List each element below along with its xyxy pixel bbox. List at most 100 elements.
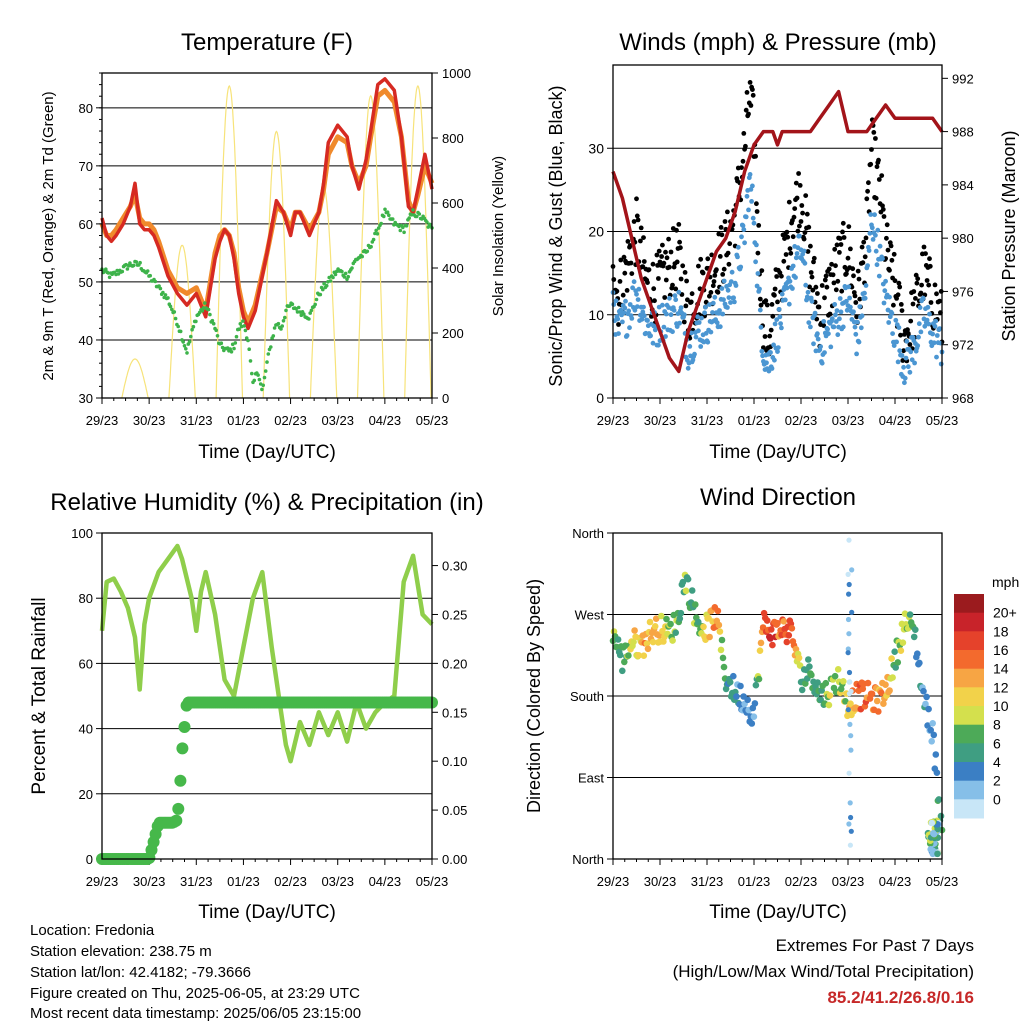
- x-tick-label: 29/23: [86, 874, 119, 889]
- wind-speed-point: [688, 330, 694, 336]
- wind-speed-point: [862, 290, 867, 296]
- wind-gust-point: [796, 171, 801, 176]
- dewpoint-point: [125, 267, 130, 271]
- wind-speed-point: [902, 375, 908, 381]
- x-tick-label: 05/23: [416, 874, 449, 889]
- dewpoint-point: [107, 275, 112, 280]
- dewpoint-point: [261, 383, 266, 388]
- direction-point: [847, 700, 854, 707]
- wind-speed-point: [889, 310, 895, 316]
- direction-point: [625, 652, 632, 659]
- wind-gust-point: [848, 246, 853, 252]
- wind-speed-point: [620, 319, 625, 325]
- x-tick-label: 01/23: [738, 413, 771, 428]
- direction-point: [716, 628, 724, 635]
- wind-gust-point: [714, 267, 719, 273]
- wind-gust-point: [887, 267, 892, 273]
- wind-gust-point: [924, 278, 930, 283]
- wind-speed-point: [931, 340, 937, 346]
- wind-speed-point: [815, 331, 820, 337]
- wind-gust-point: [661, 260, 667, 266]
- wind-speed-point: [833, 312, 838, 318]
- y-tick-label: 60: [79, 217, 93, 232]
- direction-point: [845, 616, 852, 623]
- wind-gust-point: [772, 286, 778, 292]
- footer-location: Location: Fredonia: [30, 922, 155, 939]
- wind-gust-point: [813, 284, 819, 290]
- wind-speed-point: [808, 324, 813, 330]
- wind-gust-point: [696, 263, 701, 269]
- wind-gust-point: [803, 193, 809, 199]
- temp-2m-line: [100, 77, 434, 331]
- wind-speed-point: [720, 311, 726, 317]
- dewpoint-point: [340, 269, 344, 274]
- wind-gust-point: [880, 207, 886, 212]
- wind-speed-point: [806, 320, 812, 325]
- direction-point: [910, 633, 918, 641]
- dewpoint-point: [190, 327, 194, 332]
- wind-speed-point: [721, 297, 726, 303]
- y2-tick-label: 400: [442, 261, 464, 276]
- y2-tick-label: 0: [442, 391, 449, 406]
- dewpoint-point: [280, 324, 285, 328]
- direction-point: [718, 636, 726, 644]
- direction-point: [927, 726, 934, 734]
- y2-tick-label: 200: [442, 326, 464, 341]
- wind-speed-point: [650, 340, 656, 346]
- wind-speed-point: [626, 308, 632, 314]
- wind-gust-point: [664, 255, 670, 261]
- wind-gust-point: [837, 250, 842, 255]
- wind-gust-point: [677, 239, 682, 245]
- wind-gust-point: [667, 264, 672, 270]
- legend-swatch: [954, 612, 984, 632]
- direction-point: [706, 633, 713, 641]
- legend-swatch: [954, 724, 984, 744]
- wind-speed-point: [759, 348, 765, 354]
- wind-gust-point: [908, 318, 914, 324]
- direction-point: [897, 647, 905, 654]
- dewpoint-point: [402, 230, 406, 235]
- direction-point: [663, 615, 670, 623]
- wind-gust-point: [891, 302, 896, 308]
- wind-speed-point: [779, 291, 785, 297]
- wind-gust-point: [634, 196, 639, 202]
- direction-point: [726, 678, 734, 686]
- wind-gust-point: [721, 266, 727, 272]
- direction-point: [621, 658, 628, 666]
- direction-point: [635, 652, 642, 659]
- wind-gust-point: [866, 180, 871, 186]
- wind-gust-point: [921, 244, 927, 250]
- y-tick-label: 10: [588, 307, 604, 323]
- wind-gust-point: [726, 261, 732, 267]
- wind-gust-point: [759, 268, 765, 273]
- direction-point: [714, 607, 722, 615]
- wind-speed-point: [844, 307, 850, 313]
- y2-tick-label: 0.25: [442, 607, 467, 622]
- wind-gust-point: [840, 220, 846, 226]
- legend-label: 20+: [993, 605, 1017, 621]
- direction-point: [719, 654, 727, 662]
- wind-gust-point: [772, 292, 777, 298]
- dewpoint-point: [194, 319, 198, 324]
- wind-gust-point: [885, 247, 891, 253]
- wind-speed-point: [882, 288, 888, 294]
- wind-gust-point: [798, 219, 804, 224]
- wind-speed-point: [696, 320, 702, 325]
- wind-speed-point: [774, 317, 780, 322]
- y2-tick-label: 1000: [442, 66, 471, 81]
- wind-speed-point: [844, 298, 849, 304]
- wind-gust-point: [807, 284, 812, 290]
- wind-speed-point: [693, 334, 699, 340]
- dewpoint-point: [168, 304, 173, 309]
- wind-gust-point: [879, 173, 885, 179]
- direction-point: [929, 720, 936, 727]
- wind-speed-point: [815, 336, 821, 342]
- wind-gust-point: [889, 257, 895, 263]
- wind-speed-point: [631, 279, 637, 285]
- dewpoint-point: [145, 269, 150, 273]
- wind-speed-point: [632, 307, 638, 313]
- direction-point: [649, 638, 657, 646]
- wind-gust-point: [746, 111, 751, 117]
- dewpoint-point: [104, 267, 108, 272]
- wind-gust-point: [791, 214, 797, 220]
